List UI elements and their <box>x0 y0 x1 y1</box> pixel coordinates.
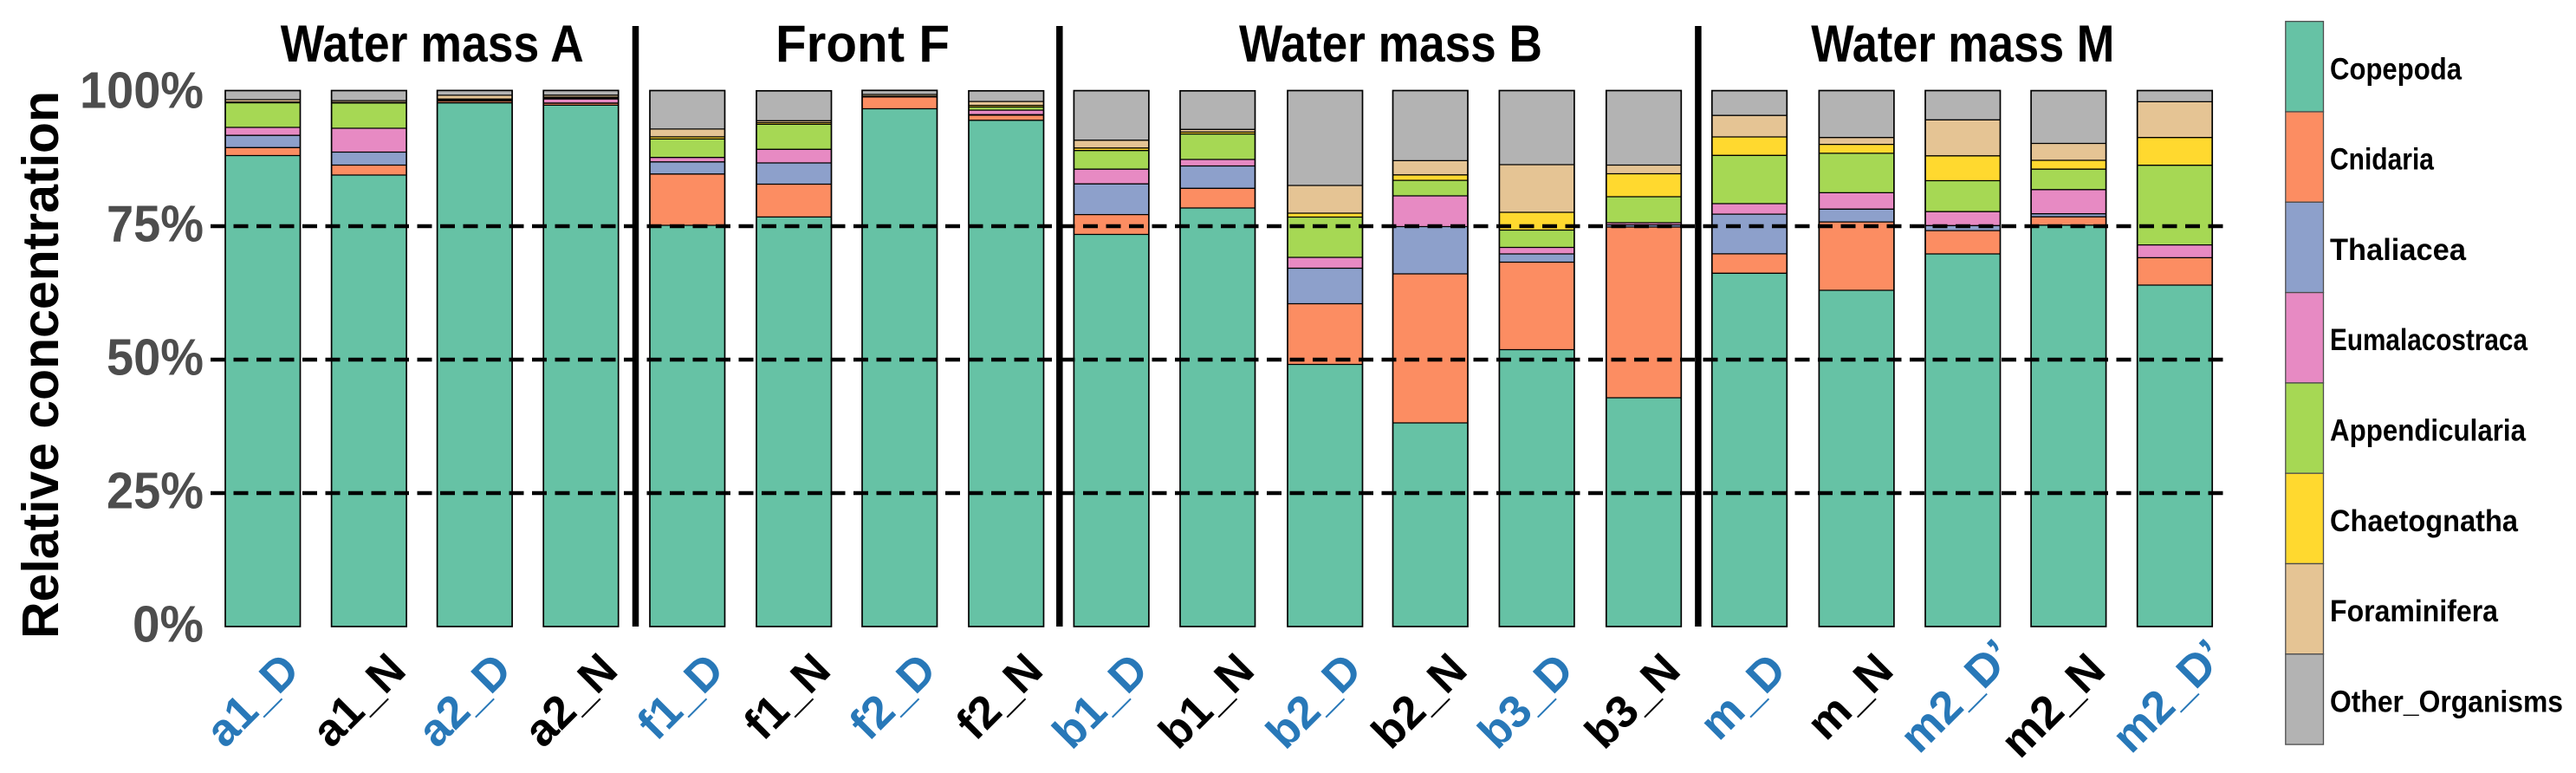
svg-text:75%: 75% <box>107 196 204 253</box>
svg-text:Eumalacostraca: Eumalacostraca <box>2330 323 2527 357</box>
svg-text:Relative concentration: Relative concentration <box>12 91 69 639</box>
svg-text:Water mass A: Water mass A <box>281 15 584 73</box>
svg-text:Appendicularia: Appendicularia <box>2330 414 2526 448</box>
svg-text:Water mass B: Water mass B <box>1239 15 1542 73</box>
svg-text:Foraminifera: Foraminifera <box>2330 594 2498 628</box>
svg-text:Water mass M: Water mass M <box>1811 15 2114 73</box>
svg-text:50%: 50% <box>107 329 204 386</box>
svg-text:Copepoda: Copepoda <box>2330 52 2462 86</box>
svg-text:Chaetognatha: Chaetognatha <box>2330 504 2518 538</box>
svg-text:Cnidaria: Cnidaria <box>2330 143 2434 177</box>
svg-text:Other_Organisms: Other_Organisms <box>2330 685 2563 719</box>
svg-text:Front F: Front F <box>775 15 950 73</box>
svg-text:0%: 0% <box>133 596 204 653</box>
svg-text:Thaliacea: Thaliacea <box>2330 233 2467 267</box>
svg-text:100%: 100% <box>80 62 204 120</box>
svg-text:25%: 25% <box>107 463 204 520</box>
